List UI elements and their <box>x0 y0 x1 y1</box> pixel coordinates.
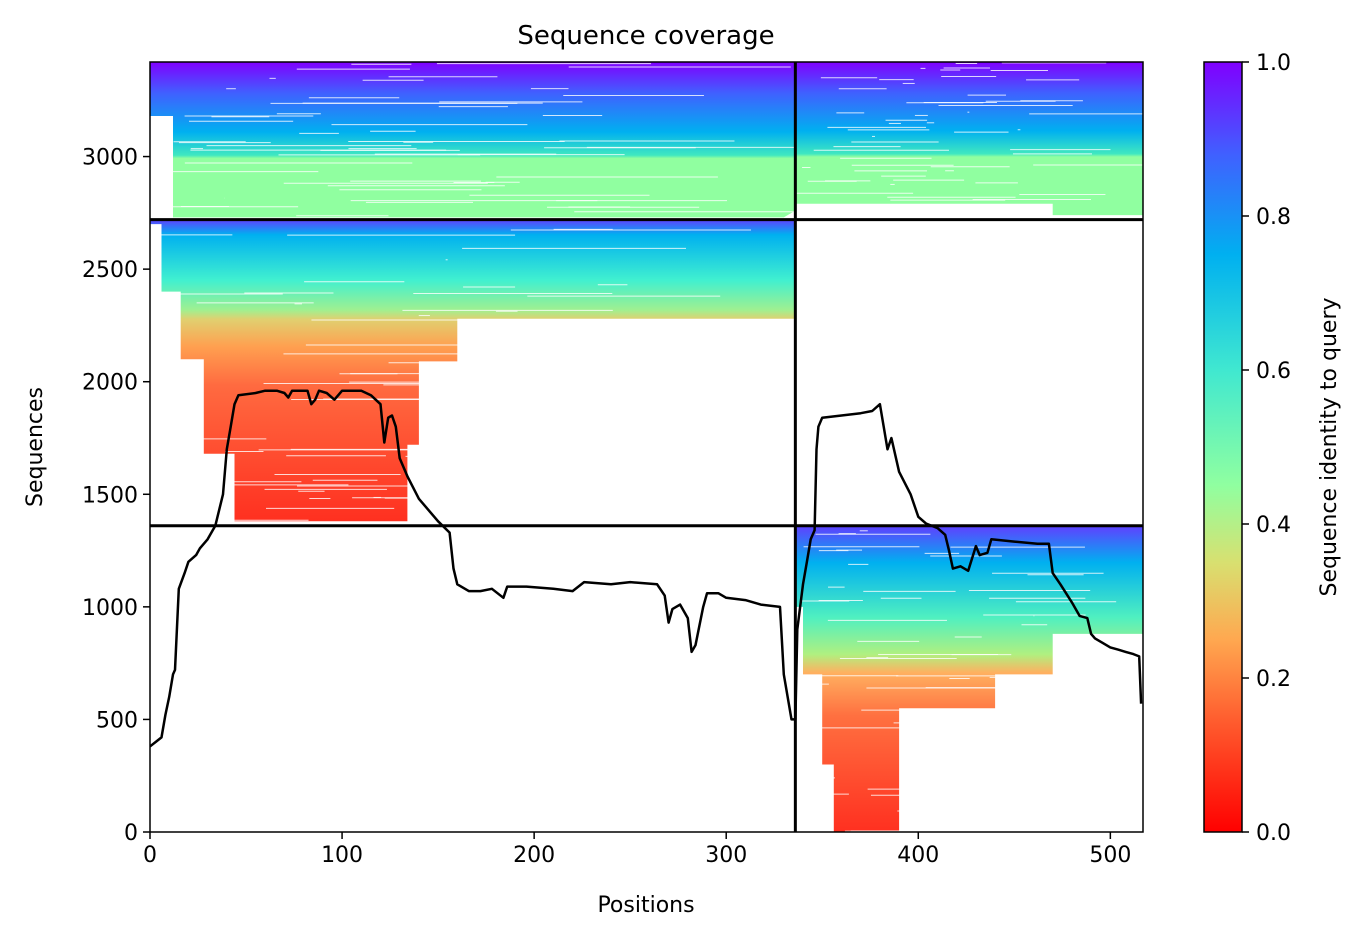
colorbar-tick-label: 0.8 <box>1256 205 1291 230</box>
x-tick-label: 200 <box>513 843 555 868</box>
chart-title: Sequence coverage <box>517 21 774 51</box>
heatmap-block-d <box>795 525 1143 832</box>
y-tick-label: 1000 <box>82 596 138 621</box>
y-axis-label: Sequences <box>23 387 48 507</box>
colorbar <box>1203 61 1243 833</box>
y-tick-label: 0 <box>124 821 138 846</box>
coverage-heatmap <box>150 62 1143 832</box>
colorbar-tick-label: 0.6 <box>1256 359 1291 384</box>
x-tick-label: 100 <box>321 843 363 868</box>
x-tick-label: 0 <box>143 843 157 868</box>
colorbar-label: Sequence identity to query <box>1317 297 1342 596</box>
heatmap-block-c <box>150 219 796 526</box>
colorbar-axis: 0.0 0.2 0.4 0.6 0.8 1.0 <box>1242 51 1291 846</box>
x-axis-label: Positions <box>597 893 694 918</box>
x-tick-label: 500 <box>1089 843 1131 868</box>
y-tick-label: 1500 <box>82 483 138 508</box>
y-tick-label: 3000 <box>82 146 138 171</box>
colorbar-tick-label: 0.0 <box>1256 821 1291 846</box>
colorbar-tick-label: 0.4 <box>1256 513 1291 538</box>
y-axis: 0 500 1000 1500 2000 2500 3000 <box>82 146 150 846</box>
x-axis: 0 100 200 300 400 500 <box>143 832 1131 868</box>
plot-frame <box>149 61 1144 833</box>
x-tick-label: 300 <box>705 843 747 868</box>
x-tick-label: 400 <box>897 843 939 868</box>
y-tick-label: 2000 <box>82 371 138 396</box>
y-tick-label: 500 <box>96 708 138 733</box>
coverage-line <box>150 389 1143 748</box>
domain-dividers <box>150 62 1143 832</box>
heatmap-block-b <box>795 62 1143 221</box>
coverage-line-layer <box>150 389 1143 748</box>
y-tick-label: 2500 <box>82 258 138 283</box>
heatmap-block-a <box>150 62 796 219</box>
colorbar-tick-label: 0.2 <box>1256 667 1291 692</box>
colorbar-tick-label: 1.0 <box>1256 51 1291 76</box>
